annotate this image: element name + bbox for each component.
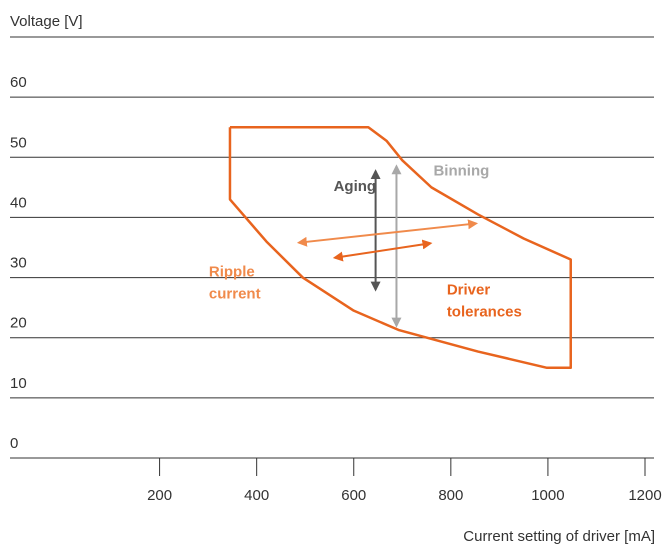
annotation-arrow xyxy=(332,239,433,262)
y-tick-label: 20 xyxy=(10,315,27,332)
x-axis-label: Current setting of driver [mA] xyxy=(463,528,655,545)
y-tick-label: 30 xyxy=(10,255,27,272)
annotation-label: Binning xyxy=(433,162,489,179)
annotation-arrow xyxy=(296,219,479,247)
x-tick-label: 1200 xyxy=(628,487,661,504)
x-tick-label: 600 xyxy=(341,487,366,504)
y-tick-label: 60 xyxy=(10,74,27,91)
y-tick-label: 50 xyxy=(10,134,27,151)
annotation-label: Ripple xyxy=(209,264,255,281)
x-tick-label: 800 xyxy=(438,487,463,504)
x-tick-label: 400 xyxy=(244,487,269,504)
y-axis-label: Voltage [V] xyxy=(10,13,83,30)
annotation-label: Driver xyxy=(447,282,491,299)
annotation-label: Aging xyxy=(334,178,377,195)
envelope xyxy=(228,125,572,370)
x-tick-label: 1000 xyxy=(531,487,564,504)
y-tick-label: 10 xyxy=(10,375,27,392)
x-tick-label: 200 xyxy=(147,487,172,504)
y-tick-label: 40 xyxy=(10,194,27,211)
annotation-label: tolerances xyxy=(447,304,522,321)
annotation-label: current xyxy=(209,286,261,303)
y-tick-label: 0 xyxy=(10,435,18,452)
